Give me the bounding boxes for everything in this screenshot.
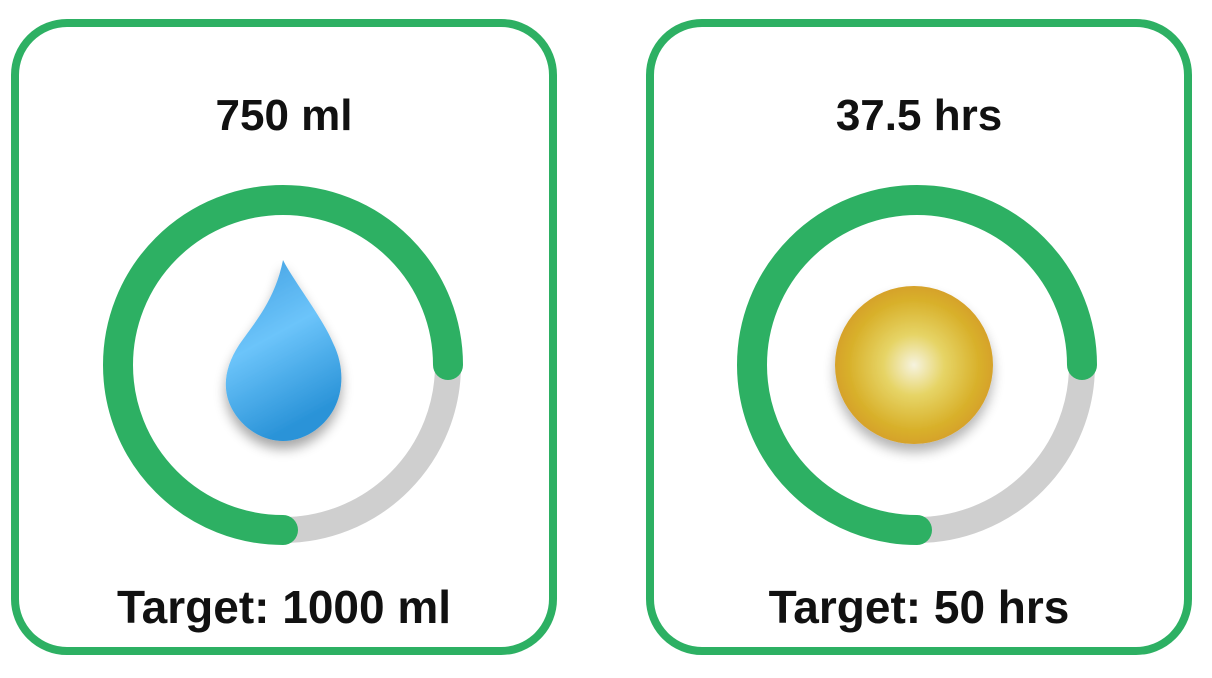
sunlight-progress-ring: [737, 185, 1097, 545]
water-drop-icon: [225, 260, 342, 441]
water-ring-progress: [103, 185, 463, 545]
sunlight-ring-progress: [737, 185, 1097, 545]
water-progress-ring: [103, 185, 463, 545]
water-target: Target: 1000 ml: [116, 581, 452, 633]
water-value: 750 ml: [215, 91, 353, 140]
sunlight-value: 37.5 hrs: [835, 91, 1003, 140]
sunlight-target: Target: 50 hrs: [768, 581, 1070, 633]
sunlight-card: 37.5 hrs: [646, 19, 1192, 655]
water-intake-card: 750 ml Target: 100: [11, 19, 557, 655]
sun-icon: [835, 286, 993, 444]
